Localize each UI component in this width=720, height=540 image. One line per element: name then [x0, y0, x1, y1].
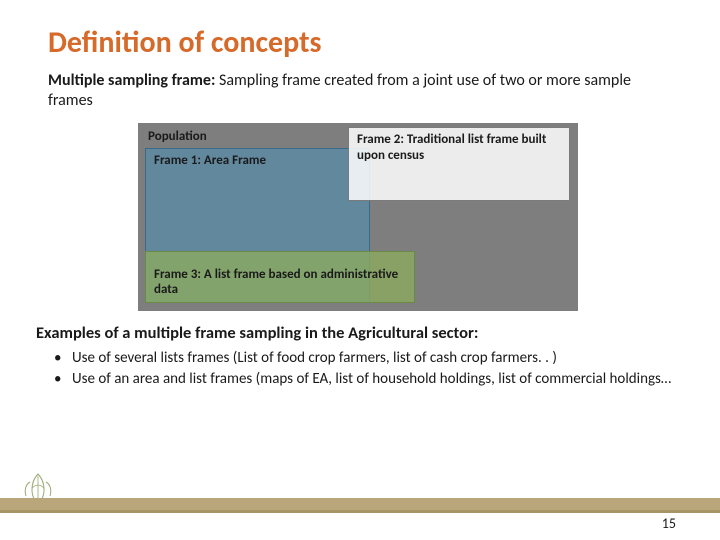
footer-bar — [0, 498, 720, 510]
list-item: Use of an area and list frames (maps of … — [52, 370, 672, 389]
list-item: Use of several lists frames (List of foo… — [52, 349, 672, 368]
frame1-label: Frame 1: Area Frame — [154, 153, 266, 168]
footer-bar-shadow — [0, 510, 720, 513]
frame2-label: Frame 2: Traditional list frame built up… — [357, 132, 546, 163]
subtitle-bold: Multiple sampling frame: — [48, 71, 215, 90]
subtitle: Multiple sampling frame: Sampling frame … — [48, 71, 672, 111]
frame2-box: Frame 2: Traditional list frame built up… — [348, 127, 570, 201]
frames-diagram: Population Frame 1: Area Frame Frame 2: … — [138, 123, 578, 311]
frame3-label: Frame 3: A list frame based on administr… — [154, 267, 406, 298]
population-label: Population — [148, 129, 207, 144]
examples-heading: Examples of a multiple frame sampling in… — [36, 323, 672, 343]
slide-title: Definition of concepts — [48, 24, 672, 61]
bullets-list: Use of several lists frames (List of foo… — [48, 349, 672, 389]
frame3-box: Frame 3: A list frame based on administr… — [145, 251, 415, 303]
page-number: 15 — [662, 515, 676, 532]
